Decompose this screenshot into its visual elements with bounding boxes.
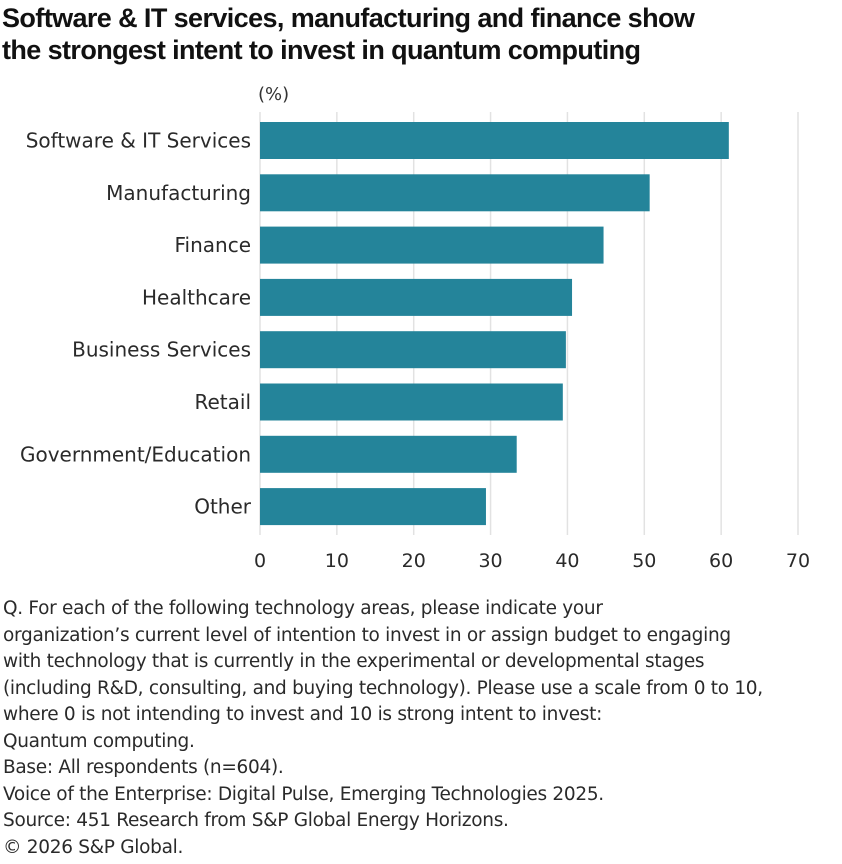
category-label: Retail — [194, 390, 251, 414]
source-note: Source: 451 Research from S&P Global Ene… — [3, 810, 509, 831]
bar — [260, 435, 517, 473]
chart-title: Software & IT services, manufacturing an… — [2, 2, 842, 66]
bar — [260, 488, 486, 526]
category-label: Healthcare — [142, 285, 251, 309]
category-labels: Software & IT Services Manufacturing Finan… — [20, 129, 252, 519]
x-tick-label: 20 — [402, 550, 426, 572]
x-tick-labels: 0 10 20 30 40 50 60 70 — [254, 550, 810, 572]
bar — [260, 226, 604, 264]
bar — [260, 174, 650, 212]
category-label: Government/Education — [20, 442, 251, 466]
bar — [260, 278, 573, 316]
copyright-note: © 2026 S&P Global. — [3, 836, 184, 858]
bar — [260, 383, 563, 421]
x-tick-label: 10 — [325, 550, 349, 572]
bars — [260, 122, 729, 526]
footnote-line: with technology that is currently in the… — [3, 651, 705, 672]
footnote-line: Q. For each of the following technology … — [3, 598, 603, 619]
footnote-line: (including R&D, consulting, and buying t… — [3, 677, 763, 699]
x-tick-label: 40 — [555, 550, 579, 572]
x-tick-label: 30 — [478, 550, 502, 572]
survey-note: Voice of the Enterprise: Digital Pulse, … — [3, 783, 604, 805]
bar-chart: Software & IT Services Manufacturing Finan… — [20, 112, 810, 572]
category-label: Software & IT Services — [26, 129, 251, 153]
category-label: Manufacturing — [106, 181, 251, 205]
footnote-line: organization’s current level of intentio… — [3, 624, 731, 646]
category-label: Business Services — [72, 338, 251, 362]
unit-label: (%) — [258, 84, 290, 105]
footnotes: Q. For each of the following technology … — [3, 596, 841, 861]
x-tick-label: 60 — [709, 550, 733, 572]
x-tick-label: 0 — [254, 550, 266, 572]
footnote-line: Quantum computing. — [3, 730, 195, 752]
category-label: Finance — [174, 233, 251, 257]
bar — [260, 122, 729, 159]
bar — [260, 331, 566, 369]
category-label: Other — [194, 495, 252, 519]
footnote-line: where 0 is not intending to invest and 1… — [3, 704, 603, 725]
x-tick-label: 70 — [786, 550, 810, 572]
base-note: Base: All respondents (n=604). — [3, 757, 284, 778]
chart-title-line-2: the strongest intent to invest in quantu… — [2, 35, 641, 65]
chart-title-line-1: Software & IT services, manufacturing an… — [2, 3, 695, 33]
x-tick-label: 50 — [632, 550, 656, 572]
